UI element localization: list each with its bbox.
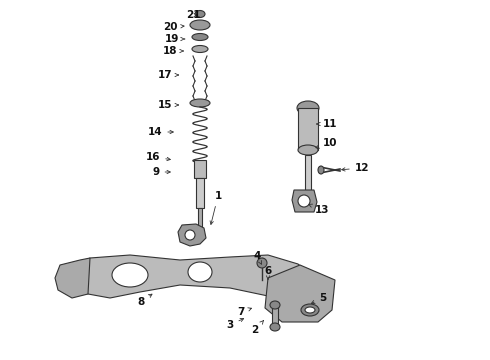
- Text: 3: 3: [226, 319, 244, 330]
- Text: 5: 5: [311, 293, 327, 303]
- Text: 17: 17: [158, 70, 178, 80]
- Ellipse shape: [185, 230, 195, 240]
- Text: 21: 21: [186, 10, 200, 20]
- Text: 4: 4: [253, 251, 262, 264]
- Text: 7: 7: [237, 307, 251, 317]
- Ellipse shape: [257, 258, 267, 268]
- Ellipse shape: [270, 301, 280, 309]
- Text: 19: 19: [165, 34, 185, 44]
- Text: 11: 11: [317, 119, 337, 129]
- Ellipse shape: [188, 262, 212, 282]
- Text: 12: 12: [342, 163, 369, 173]
- Ellipse shape: [190, 20, 210, 30]
- Ellipse shape: [298, 195, 310, 207]
- Ellipse shape: [305, 307, 315, 313]
- Ellipse shape: [270, 323, 280, 331]
- Ellipse shape: [318, 166, 324, 174]
- Text: 16: 16: [146, 152, 171, 162]
- Text: 18: 18: [163, 46, 183, 56]
- Text: 2: 2: [251, 320, 264, 335]
- Ellipse shape: [301, 304, 319, 316]
- Text: 14: 14: [147, 127, 173, 137]
- Text: 13: 13: [309, 204, 329, 215]
- Text: 6: 6: [265, 266, 271, 279]
- Ellipse shape: [190, 99, 210, 107]
- Bar: [272, 305, 278, 327]
- Polygon shape: [55, 258, 90, 298]
- Ellipse shape: [112, 263, 148, 287]
- Text: 8: 8: [137, 294, 152, 307]
- Polygon shape: [72, 255, 312, 298]
- Polygon shape: [292, 190, 317, 212]
- Text: 1: 1: [210, 191, 221, 224]
- Polygon shape: [265, 265, 335, 322]
- Bar: [198, 208, 202, 228]
- Text: 10: 10: [316, 138, 337, 148]
- Ellipse shape: [192, 45, 208, 53]
- Ellipse shape: [298, 145, 318, 155]
- Ellipse shape: [195, 10, 205, 18]
- Bar: [298, 108, 318, 150]
- Text: 20: 20: [163, 22, 184, 32]
- Ellipse shape: [297, 101, 319, 115]
- Text: 15: 15: [158, 100, 178, 110]
- Ellipse shape: [192, 33, 208, 41]
- Bar: [194, 160, 206, 178]
- Bar: [196, 178, 204, 208]
- Polygon shape: [178, 224, 206, 246]
- Text: 9: 9: [152, 167, 171, 177]
- Bar: [305, 155, 311, 193]
